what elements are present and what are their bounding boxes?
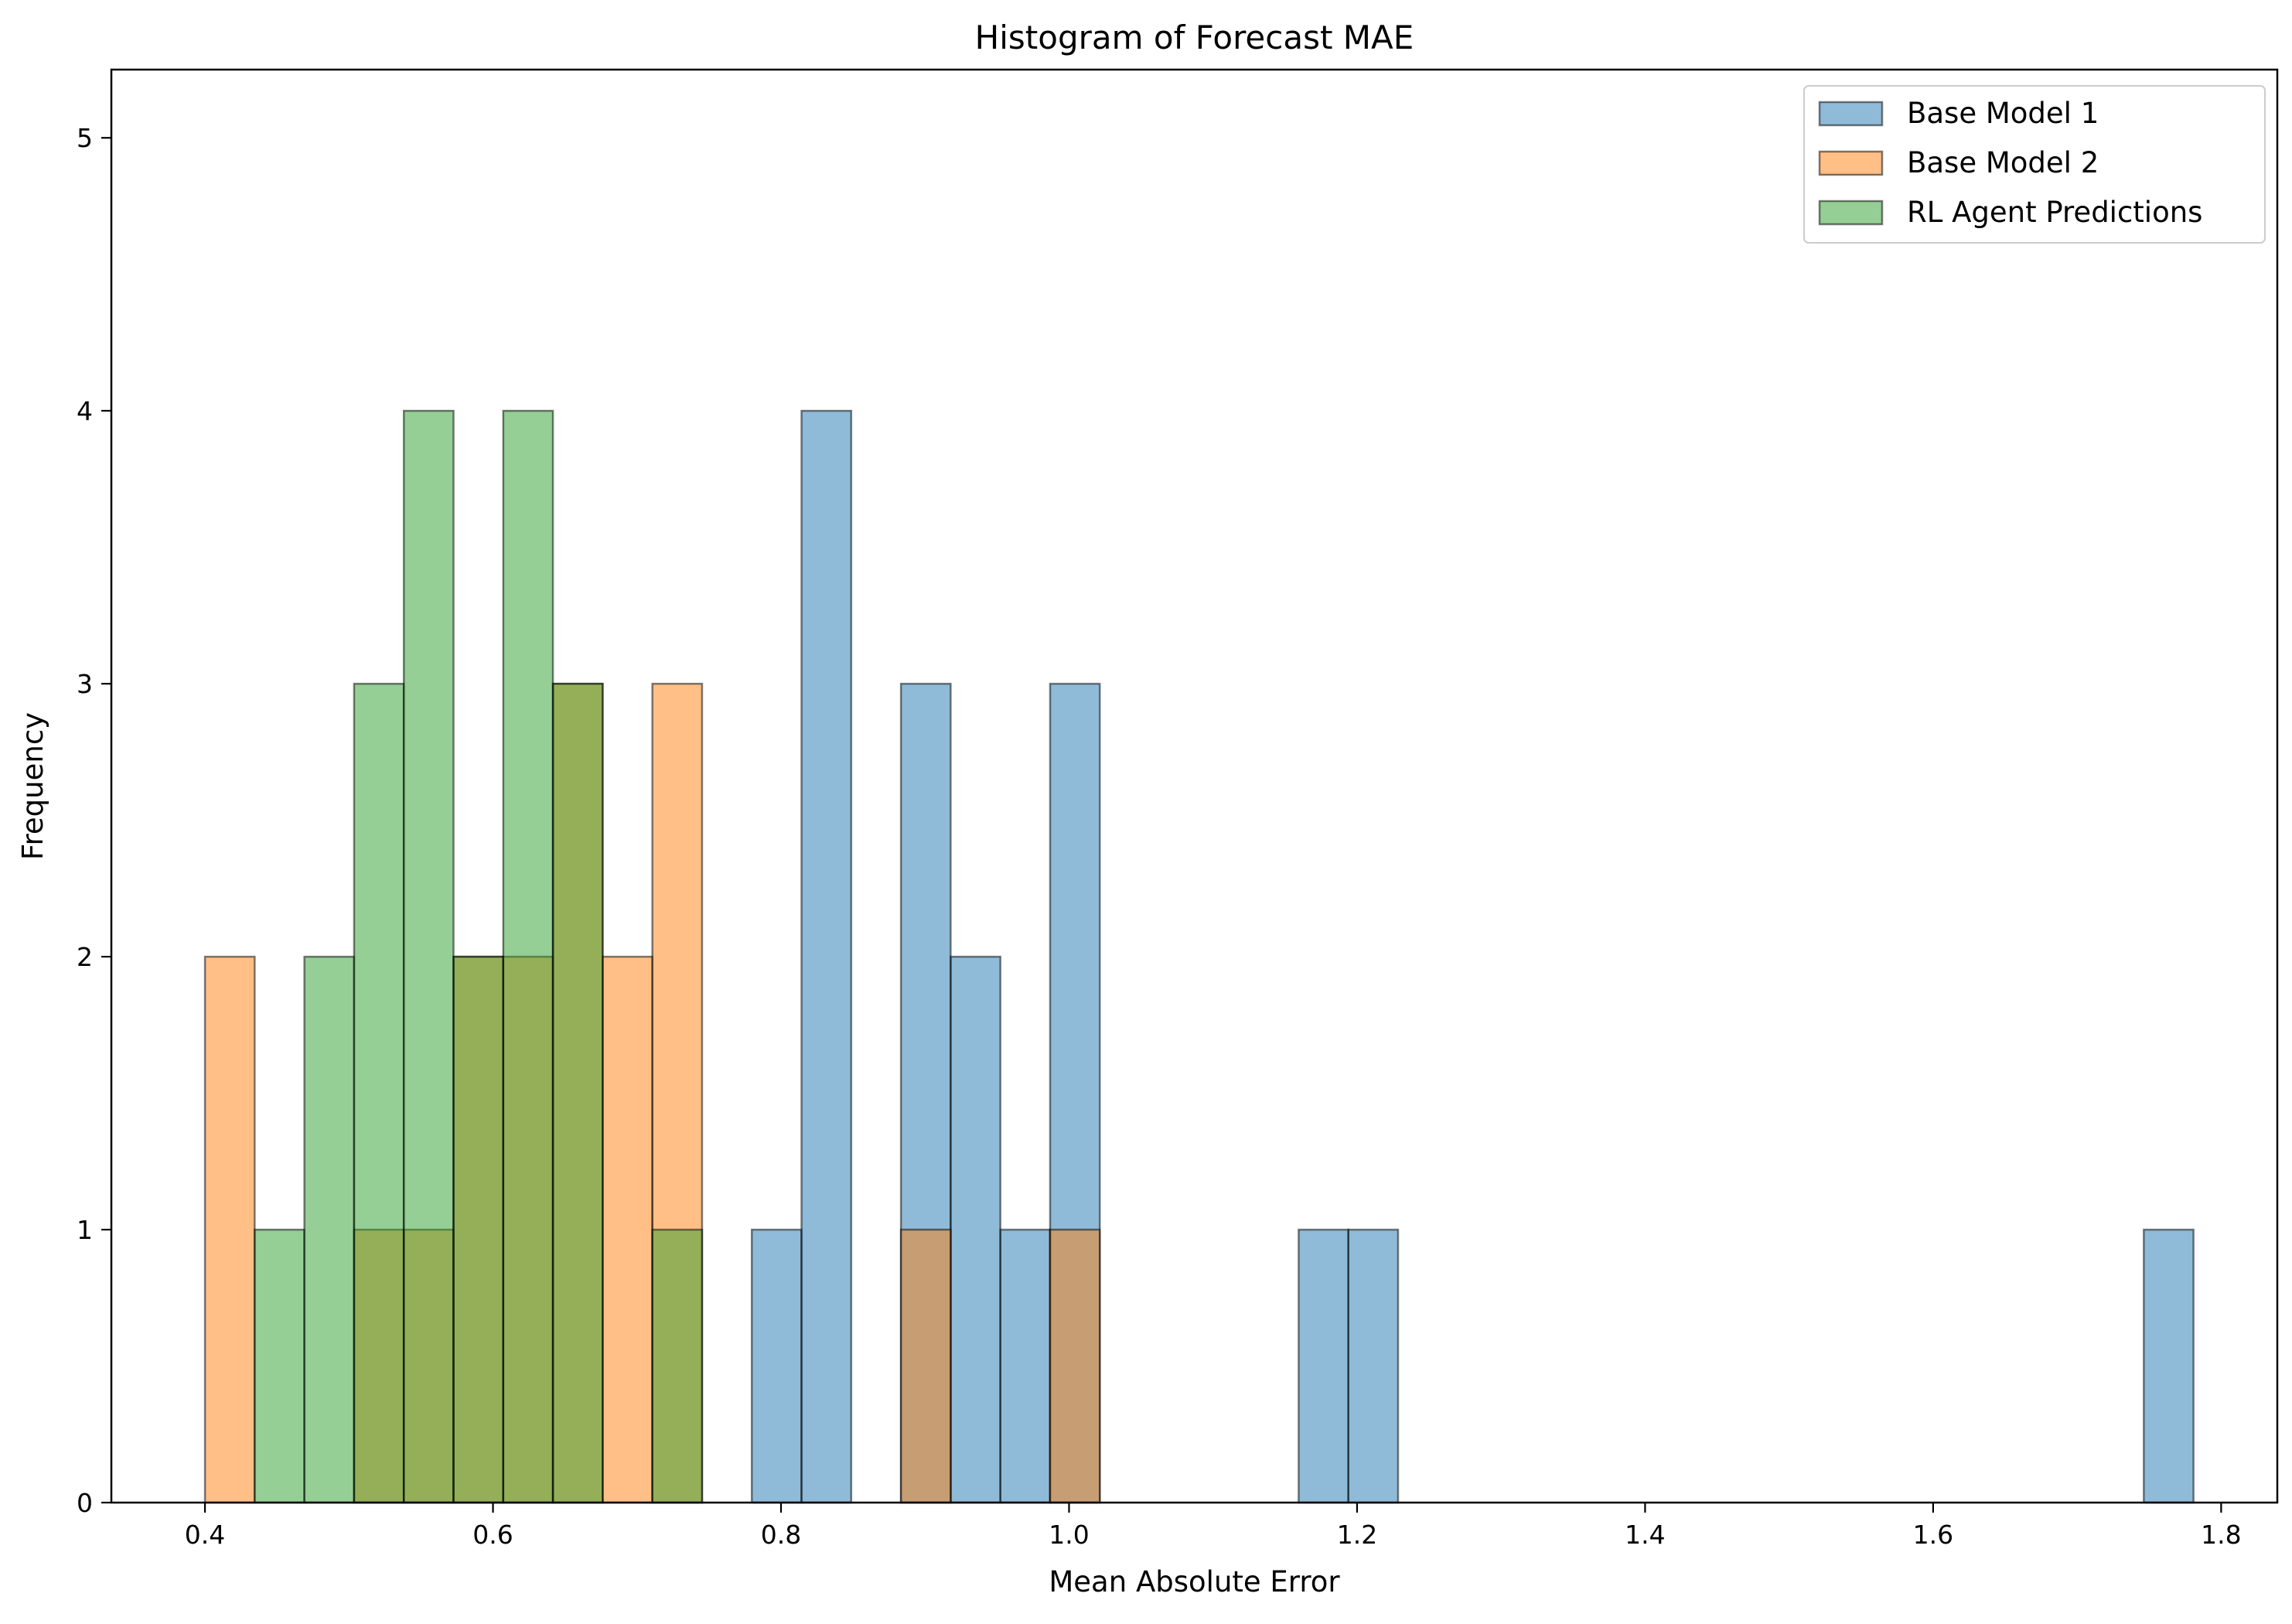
histogram-bar-2-bin-14 (899, 1228, 952, 1504)
y-tick-label: 2 (77, 942, 93, 972)
legend-swatch-3 (1818, 200, 1884, 226)
y-axis-ticks: 0 1 2 3 4 5 (77, 123, 111, 1518)
legend: Base Model 1 Base Model 2 RL Agent Predict… (1803, 85, 2266, 244)
x-tick-label: 0.8 (761, 1520, 801, 1550)
histogram-bar-3-bin-7 (551, 682, 604, 1504)
y-tick-label: 4 (77, 396, 93, 426)
x-axis-label: Mean Absolute Error (1049, 1565, 1340, 1598)
histogram-bar-3-bin-6 (502, 409, 554, 1504)
legend-box (1803, 85, 2266, 244)
legend-label-2: Base Model 2 (1907, 146, 2099, 179)
plot-area (203, 409, 2195, 1504)
bars-layer (203, 409, 2195, 1504)
histogram-bar-3-bin-2 (303, 955, 356, 1504)
x-axis-ticks: 0.4 0.6 0.8 1.0 1.2 1.4 1.6 1.8 (185, 1503, 2242, 1550)
histogram-bar-2-bin-0 (203, 955, 256, 1504)
histogram-bar-1-bin-15 (950, 955, 1001, 1504)
y-tick-label: 5 (77, 123, 93, 153)
legend-label-3: RL Agent Predictions (1907, 196, 2202, 229)
histogram-bar-1-bin-16 (999, 1228, 1052, 1504)
y-tick-label: 1 (77, 1215, 93, 1245)
y-tick-label: 0 (77, 1488, 93, 1518)
x-tick-label: 1.6 (1913, 1520, 1953, 1550)
histogram-bar-3-bin-9 (651, 1228, 704, 1504)
x-tick-label: 1.2 (1337, 1520, 1377, 1550)
legend-swatch-2 (1818, 150, 1884, 176)
legend-entries: Base Model 1 Base Model 2 RL Agent Predict… (1818, 97, 2202, 229)
legend-label-1: Base Model 1 (1907, 97, 2099, 130)
histogram-bar-3-bin-1 (254, 1228, 305, 1504)
x-tick-label: 1.4 (1625, 1520, 1665, 1550)
histogram-bar-1-bin-12 (800, 409, 853, 1504)
histogram-bar-3-bin-4 (402, 409, 455, 1504)
histogram-bar-1-bin-11 (750, 1228, 803, 1504)
x-tick-label: 0.4 (185, 1520, 225, 1550)
axes-frame (110, 68, 2279, 1504)
y-tick-label: 3 (77, 669, 93, 699)
histogram-bar-1-bin-22 (1298, 1228, 1349, 1504)
legend-swatch-1 (1818, 101, 1884, 127)
x-tick-label: 1.8 (2201, 1520, 2241, 1550)
histogram-bar-1-bin-23 (1347, 1228, 1400, 1504)
histogram-bar-1-bin-39 (2143, 1228, 2195, 1504)
chart-title: Histogram of Forecast MAE (975, 19, 1414, 56)
histogram-bar-3-bin-5 (452, 955, 505, 1504)
histogram-bar-2-bin-8 (602, 955, 653, 1504)
y-axis-label: Frequency (16, 712, 49, 860)
x-tick-label: 1.0 (1049, 1520, 1089, 1550)
histogram-bar-2-bin-17 (1049, 1228, 1101, 1504)
histogram-bar-3-bin-3 (353, 682, 405, 1504)
x-tick-label: 0.6 (472, 1520, 513, 1550)
